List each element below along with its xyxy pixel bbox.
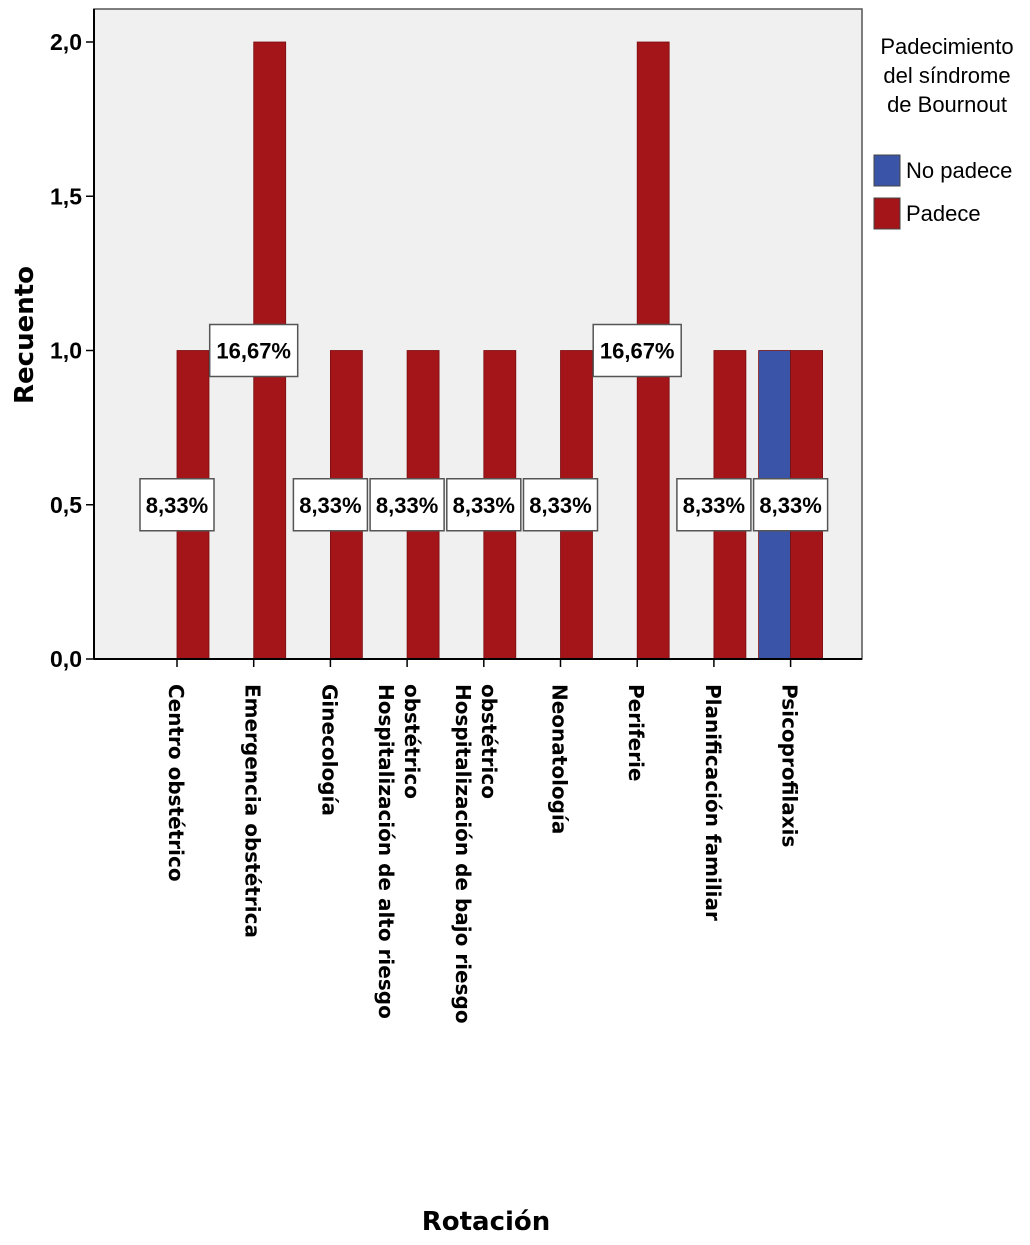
x-category-label: obstétrico xyxy=(400,684,424,799)
x-category-label: Psicoprofilaxis xyxy=(778,684,802,847)
x-axis-title: Rotación xyxy=(422,1207,551,1237)
data-label: 8,33% xyxy=(529,493,591,518)
data-label-box xyxy=(369,478,445,532)
x-category-label: Neonatología xyxy=(548,684,572,834)
data-label: 8,33% xyxy=(683,493,745,518)
legend-swatch xyxy=(873,197,901,230)
x-category-label: Hospitalización de bajo riesgo xyxy=(451,684,475,1024)
y-ticks-group: 0,0 0,5 1,0 1,5 2,0 xyxy=(50,29,94,672)
data-label-box xyxy=(139,478,215,532)
x-category-label: Periferie xyxy=(624,684,648,782)
x-category-label: Ginecología xyxy=(317,684,341,816)
data-label-box xyxy=(752,478,829,532)
legend-title: Padecimiento xyxy=(880,34,1013,59)
data-label: 8,33% xyxy=(146,493,208,518)
data-label-box xyxy=(208,323,299,378)
legend: Padecimiento del síndrome de Bournout No pa… xyxy=(873,34,1014,230)
data-label-box xyxy=(446,478,522,532)
data-label-box xyxy=(522,478,599,532)
legend-title: de Bournout xyxy=(887,92,1007,117)
x-category-label: Centro obstétrico xyxy=(164,684,188,882)
y-tick-label: 0,0 xyxy=(50,646,82,672)
legend-title: del síndrome xyxy=(883,63,1010,88)
data-label-box xyxy=(592,323,682,378)
data-label-box xyxy=(676,478,752,532)
data-label: 16,67% xyxy=(216,339,291,364)
y-tick-label: 1,5 xyxy=(50,183,82,209)
x-category-label: obstétrico xyxy=(477,684,501,799)
y-tick-label: 0,5 xyxy=(50,492,82,518)
data-labels-group: 8,33% 16,67% 8,33% 8,33% 8,33% 8,33% 16,67% 8,3… xyxy=(139,323,829,532)
data-label: 8,33% xyxy=(453,493,515,518)
y-axis-title: Recuento xyxy=(10,266,40,404)
x-ticks-group: Centro obstétrico Emergencia obstétrica Gi… xyxy=(164,659,802,1024)
data-label: 8,33% xyxy=(759,493,821,518)
legend-swatch xyxy=(873,154,901,187)
x-category-label: Emergencia obstétrica xyxy=(241,684,265,938)
x-category-label: Hospitalización de alto riesgo xyxy=(374,684,398,1019)
x-category-label: Planificación familiar xyxy=(701,684,725,921)
legend-item-label: No padece xyxy=(906,158,1012,183)
legend-item-label: Padece xyxy=(906,201,981,226)
data-label-box xyxy=(292,478,369,532)
data-label: 16,67% xyxy=(600,339,675,364)
data-label: 8,33% xyxy=(299,493,361,518)
y-tick-label: 2,0 xyxy=(50,29,82,55)
y-tick-label: 1,0 xyxy=(50,338,82,364)
data-label: 8,33% xyxy=(376,493,438,518)
